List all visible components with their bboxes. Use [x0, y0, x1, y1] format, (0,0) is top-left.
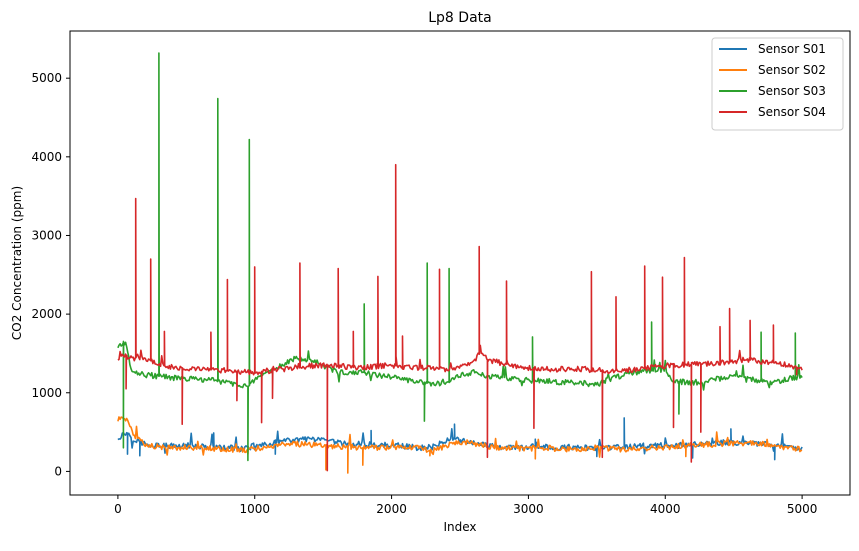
x-tick-label: 2000 [376, 502, 407, 516]
series-line-1 [117, 417, 803, 461]
series-line-3 [117, 52, 803, 462]
legend: Sensor S01 Sensor S02 Sensor S03 Sensor S04 [711, 37, 844, 131]
y-axis-label: CO2 Concentration (ppm) [10, 186, 24, 340]
x-axis-label: Index [443, 520, 476, 534]
legend-entry: Sensor S01 [758, 42, 826, 56]
series-layer [117, 52, 803, 474]
legend-box [711, 37, 844, 131]
x-tick-label: 4000 [650, 502, 681, 516]
y-axis: 0 1000 2000 3000 4000 5000 [31, 71, 70, 478]
x-axis: 0 1000 2000 3000 4000 5000 [114, 495, 817, 516]
y-tick-label: 0 [54, 464, 62, 478]
y-tick-label: 5000 [31, 71, 62, 85]
x-tick-label: 5000 [787, 502, 818, 516]
legend-entry: Sensor S03 [758, 84, 826, 98]
series-line-2 [117, 416, 803, 474]
y-tick-label: 3000 [31, 228, 62, 242]
y-tick-label: 1000 [31, 386, 62, 400]
y-tick-label: 4000 [31, 150, 62, 164]
x-tick-label: 1000 [239, 502, 270, 516]
series-line-4 [117, 163, 803, 472]
y-tick-label: 2000 [31, 307, 62, 321]
x-tick-label: 3000 [513, 502, 544, 516]
legend-entry: Sensor S04 [758, 105, 826, 119]
plot-frame [69, 30, 851, 496]
legend-entry: Sensor S02 [758, 63, 826, 77]
x-tick-label: 0 [114, 502, 122, 516]
chart-title: Lp8 Data [428, 10, 491, 26]
